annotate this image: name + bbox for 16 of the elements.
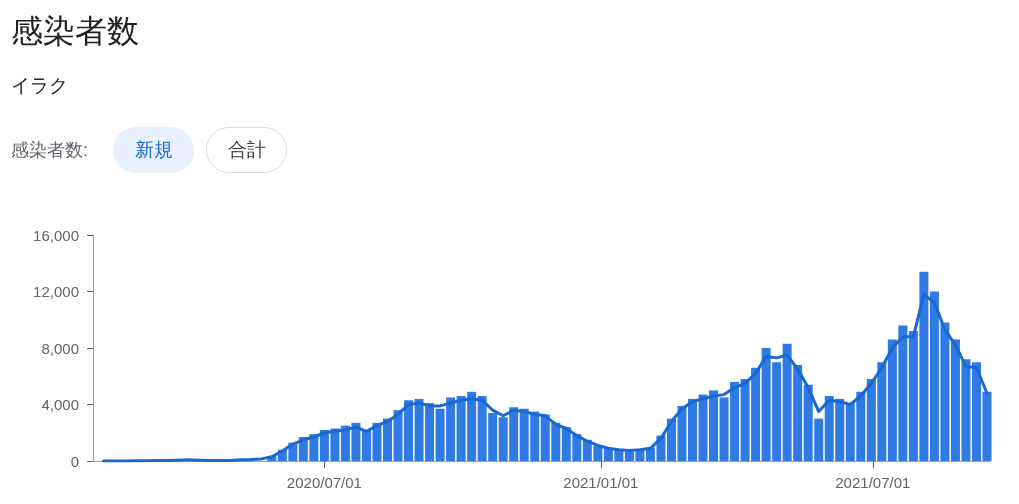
x-tick-label: 2020/07/01: [286, 474, 362, 491]
toggle-button: 合計: [206, 127, 287, 173]
chart-title: 感染者数: [11, 12, 139, 51]
bar: [382, 418, 392, 461]
line-series: [102, 292, 989, 463]
x-tick-label: 2021/07/01: [835, 474, 911, 491]
chart-subtitle: イラク: [11, 74, 68, 98]
x-tick-label: 2021/01/01: [563, 474, 639, 491]
selected-toggle-button: 新規: [113, 127, 194, 173]
text: 感染者数:: [11, 139, 89, 162]
y-tick-label: 16,000: [33, 226, 79, 244]
y-tick-label: 4,000: [41, 396, 79, 413]
y-tick-label: 8,000: [41, 339, 79, 357]
y-tick-label: 12,000: [33, 283, 79, 300]
y-tick-label: 0: [70, 452, 79, 470]
bar: [687, 398, 698, 461]
